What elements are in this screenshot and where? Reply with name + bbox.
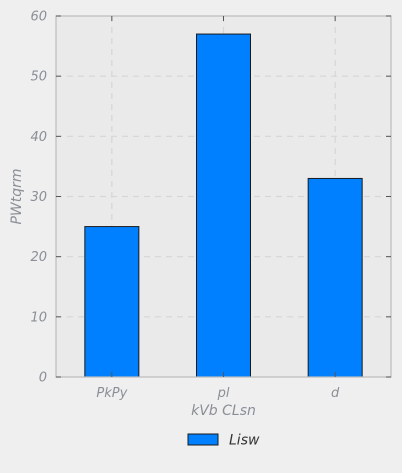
bar-pl [196,33,251,378]
y-tick-label: 60 [30,10,47,25]
y-tick-label: 50 [30,70,47,85]
x-tick-label: pl [217,386,230,401]
x-tick-label: PkPy [96,386,127,401]
legend-label-lisw: Lisw [229,433,260,449]
axis-ticks: 0 10 20 30 40 50 60 PkPy pl d [30,10,391,401]
bar-pkpy [84,226,140,378]
bar-d [307,177,363,378]
legend: Lisw [187,433,260,449]
bars [84,33,363,378]
y-tick-label: 40 [30,130,47,145]
x-tick-label: d [331,386,340,401]
y-tick-label: 0 [39,371,47,386]
legend-swatch-lisw [187,433,219,446]
y-tick-label: 20 [30,250,47,265]
y-axis-title: PWtqrm [9,168,25,224]
x-axis-title: kVb CLsn [191,403,256,419]
y-tick-label: 30 [30,190,47,205]
y-tick-label: 10 [30,310,47,325]
